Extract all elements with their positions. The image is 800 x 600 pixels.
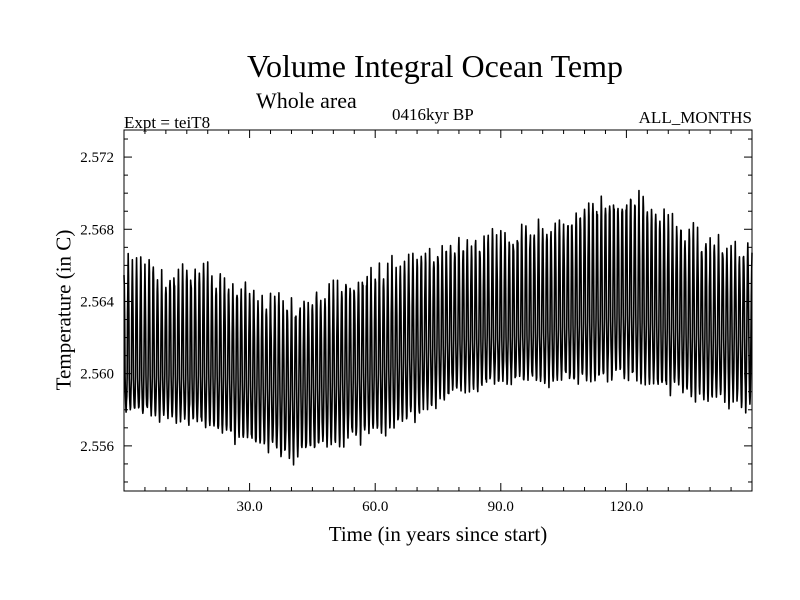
series-line-temperature <box>123 189 753 466</box>
months-label: ALL_MONTHS <box>638 108 752 127</box>
experiment-label: Expt = teiT8 <box>124 113 211 132</box>
x-axis-label: Time (in years since start) <box>328 522 548 546</box>
plot-frame <box>123 129 753 492</box>
axis-tick-labels: 2.556 2.560 2.564 2.568 2.572 30.0 60.0 90.0 120… <box>80 150 643 515</box>
chart-title: Volume Integral Ocean Temp <box>246 48 623 84</box>
x-tick-label: 60.0 <box>362 499 388 515</box>
y-tick-label: 2.568 <box>80 222 114 238</box>
y-tick-label: 2.556 <box>80 439 114 455</box>
y-tick-label: 2.560 <box>80 367 114 383</box>
y-tick-label: 2.572 <box>80 150 114 166</box>
x-tick-label: 120.0 <box>610 499 644 515</box>
x-tick-label: 90.0 <box>488 499 514 515</box>
x-tick-label: 30.0 <box>236 499 262 515</box>
period-label: 0416kyr BP <box>392 105 474 124</box>
chart-subtitle: Whole area <box>256 88 357 113</box>
y-tick-label: 2.564 <box>80 294 114 310</box>
